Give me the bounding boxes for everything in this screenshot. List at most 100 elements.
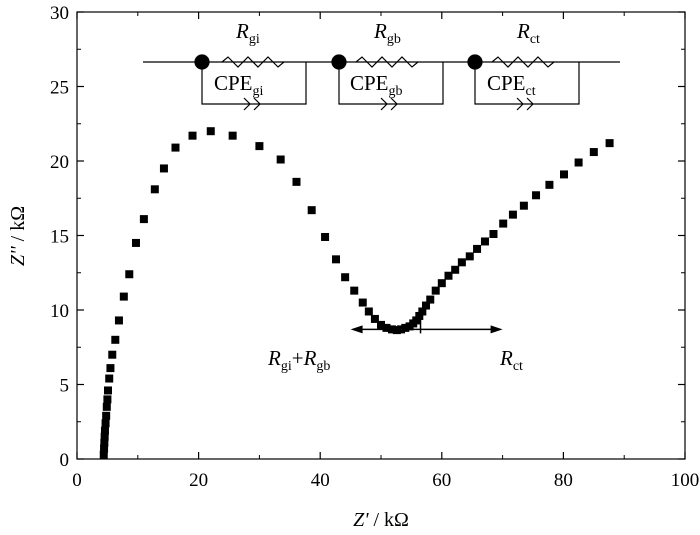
x-tick-label: 80 [554,470,573,491]
data-point [421,301,430,310]
data-point [111,335,120,344]
x-tick-label: 0 [72,470,82,491]
circuit-labels: Rgi Rgb Rct CPEgi CPEgb CPEct [214,19,540,99]
data-point [99,450,108,459]
data-point [292,177,301,186]
data-point [560,170,569,179]
x-tick-label: 60 [432,470,451,491]
y-tick-label: 0 [60,450,70,471]
data-point [332,255,341,264]
data-point [499,219,508,228]
y-tick-label: 15 [50,227,69,248]
data-point [100,438,109,447]
data-point [341,273,350,282]
x-axis-title: Z' / kΩ [353,509,409,531]
data-point [545,180,554,189]
data-point [206,127,215,136]
data-point [102,402,111,411]
data-point [589,148,598,157]
cpe-symbol-gb [380,97,388,111]
data-point [605,139,614,148]
data-point [150,185,159,194]
cpe-symbol-ct [516,97,524,111]
data-point [188,131,197,140]
y-tick-label: 20 [50,152,69,173]
label-cpe-ct: CPEct [487,71,536,99]
label-cpe-gb: CPEgb [350,71,403,99]
data-point [377,320,385,329]
data-point [321,232,330,241]
label-cpe-gi: CPEgi [214,71,264,99]
label-rgb: Rgb [373,19,401,47]
data-point [451,265,460,274]
data-point [105,374,114,383]
cpe-symbol-ct-2 [526,97,534,111]
label-rct: Rct [516,19,540,47]
data-point [307,206,316,215]
data-point [382,323,391,332]
cpe-loop-gi [201,62,307,105]
data-point [139,215,148,224]
data-point [101,419,110,428]
data-point [114,316,123,325]
data-point [228,131,237,140]
data-point [171,143,180,152]
cpe-symbol-gb-2 [390,97,398,111]
data-point [102,411,111,420]
data-point [412,316,421,325]
arrow-right-head [490,325,503,334]
x-tick-label: 100 [671,470,700,491]
x-tick-label: 20 [189,470,208,491]
data-point [532,191,541,200]
data-point [159,164,168,173]
data-point [401,323,410,332]
cpe-symbol-gi-2 [253,97,261,111]
data-point [370,314,379,323]
cpe-loop-gb [338,62,444,105]
data-point [100,426,109,435]
data-point [473,244,482,253]
y-axis-title: Z'' / kΩ [7,206,29,266]
data-point [519,201,528,210]
arrow-left-head [350,325,363,334]
data-point [364,307,373,316]
data-point [350,286,359,295]
data-point [100,432,109,441]
y-tick-label: 30 [50,3,69,24]
resistor-gb [355,56,419,68]
axes: 0 20 40 60 80 100 0 5 10 15 20 25 30 [50,3,699,491]
data-point [489,230,498,239]
data-point [444,271,453,280]
y-tick-label: 5 [60,376,70,397]
data-point [108,350,117,359]
data-point [131,238,140,247]
data-point [276,155,285,164]
data-point [480,237,489,246]
data-point [358,298,367,307]
data-point [574,158,583,167]
data-point [100,444,109,453]
label-rgi: Rgi [235,19,260,47]
data-point [431,286,440,295]
data-point [104,386,113,395]
cpe-loop-ct [474,62,580,105]
cpe-symbol-gi [243,97,251,111]
data-point [426,295,435,304]
annotation-rgi-rgb: Rgi+Rgb [267,346,330,374]
data-point [119,292,128,301]
data-point [103,395,112,404]
data-points [99,127,614,459]
data-point [415,311,424,320]
data-point [106,364,115,373]
y-tick-label: 25 [50,78,69,99]
data-point [465,252,474,261]
data-point [418,307,427,316]
data-point [255,142,264,151]
x-tick-label: 40 [311,470,330,491]
annotation-rct: Rct [499,346,523,374]
equivalent-circuit [143,54,620,111]
resistor-ct [491,56,555,68]
annotations: Rgi+Rgb Rct [267,319,523,374]
data-point [508,210,517,219]
